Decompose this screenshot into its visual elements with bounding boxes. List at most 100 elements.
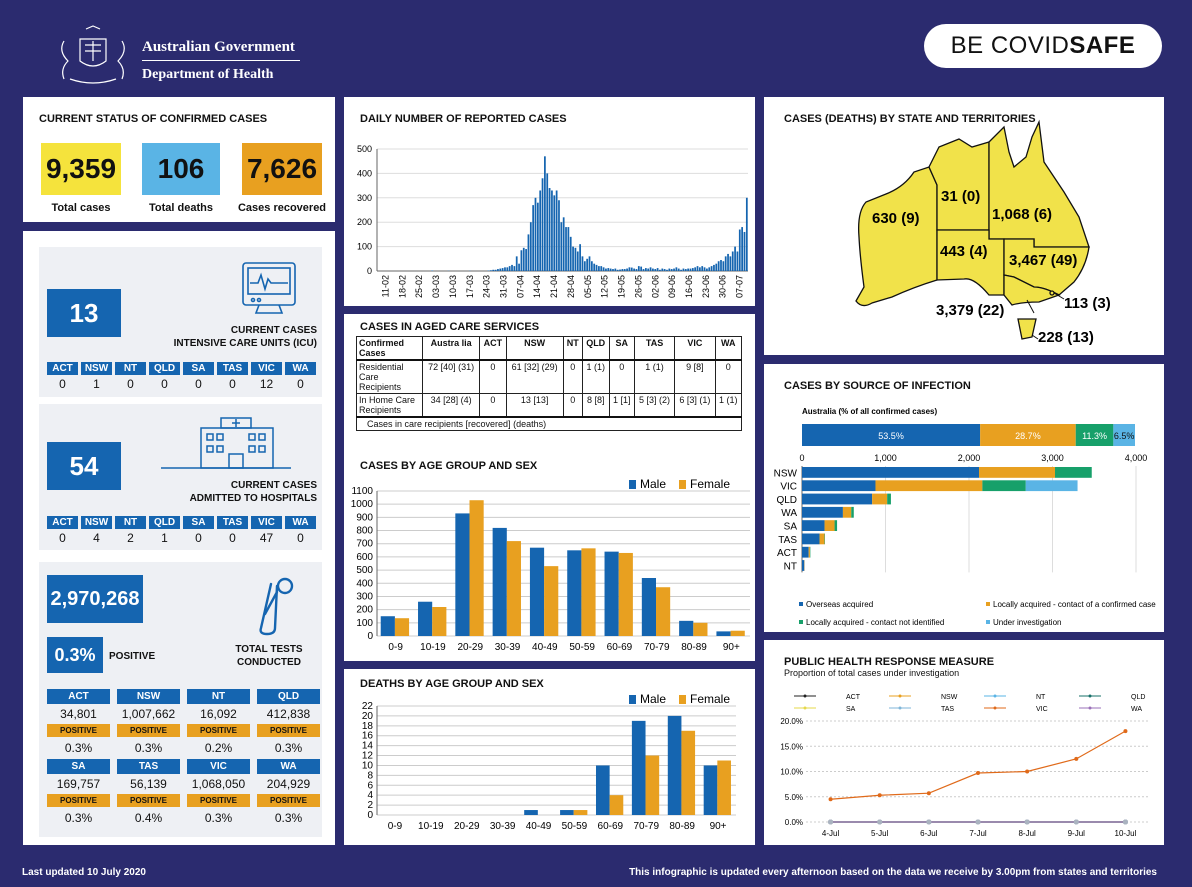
x-tick-label: 8-Jul — [1018, 829, 1036, 838]
aged-cell: 0 — [479, 393, 507, 418]
daily-bar — [670, 269, 673, 271]
state-count: 1 — [93, 377, 100, 391]
icu-value: 13 — [47, 289, 121, 337]
state-name: QLD — [149, 516, 180, 529]
daily-bar — [569, 236, 572, 271]
brand-part-b: SAFE — [1069, 32, 1136, 59]
aus-segment-label: 53.5% — [878, 431, 904, 441]
bar-female — [506, 541, 521, 636]
aged-cell: Residential Care Recipients — [356, 359, 423, 394]
daily-bar — [694, 267, 697, 271]
daily-bar — [743, 231, 746, 271]
daily-bar — [621, 269, 624, 271]
legend-marker — [993, 706, 997, 710]
daily-bar — [745, 197, 748, 271]
x-tick-label: 90+ — [723, 642, 740, 653]
daily-bar — [548, 188, 551, 271]
test-state-cell: NT 16,092 POSITIVE 0.2% — [187, 689, 250, 759]
x-tick-label: 21-04 — [549, 275, 559, 298]
test-state-rate: 0.3% — [274, 811, 303, 825]
bar-male — [595, 765, 610, 815]
bar-male — [529, 547, 545, 636]
test-state-name: SA — [47, 759, 110, 774]
daily-bar — [572, 246, 574, 271]
map-label-vic: 3,379 (22) — [936, 302, 1004, 319]
daily-bar — [560, 222, 563, 271]
state-cell: TAS 0 — [217, 516, 248, 545]
test-state-rate: 0.2% — [204, 741, 233, 755]
x-tick-label: 70-79 — [633, 821, 659, 832]
bar-male — [604, 551, 619, 636]
daily-chart: 0 100 200 300 400 500 11-02 18-02 25-02 03-03 10-0… — [357, 144, 748, 298]
aged-header-cell: TAS — [633, 336, 676, 361]
state-label: VIC — [780, 482, 797, 493]
act-region — [1049, 290, 1055, 296]
nt-region — [928, 138, 990, 231]
test-state-name: WA — [257, 759, 320, 774]
x-tick-label: 07-07 — [735, 275, 745, 298]
state-count: 0 — [297, 531, 304, 545]
daily-bar — [513, 266, 516, 271]
bar-male — [418, 601, 433, 636]
y-tick-label: 6 — [367, 780, 373, 791]
bar-male — [679, 620, 694, 636]
series-point — [1074, 756, 1079, 761]
x-tick-label: 12-05 — [600, 275, 610, 298]
legend-label: Under investigation — [993, 618, 1061, 627]
x-tick-label: 28-04 — [566, 275, 576, 298]
map-label-sa: 443 (4) — [940, 243, 988, 260]
aus-segment — [802, 424, 981, 446]
x-tick-label: 20-29 — [457, 642, 483, 653]
x-tick-label: 10-Jul — [1115, 829, 1137, 838]
bar-female — [469, 500, 484, 636]
state-name: SA — [183, 362, 214, 375]
state-cell: VIC 47 — [251, 516, 282, 545]
y-tick-label: 400 — [356, 578, 373, 589]
aged-cell: 13 [13] — [505, 393, 564, 418]
daily-bar — [640, 266, 643, 271]
legend-swatch — [986, 602, 990, 606]
bar-male — [716, 631, 731, 636]
x-tick-label: 19-05 — [617, 275, 627, 298]
state-count: 0 — [195, 531, 202, 545]
legend-label: VIC — [1036, 706, 1048, 713]
state-count: 0 — [195, 377, 202, 391]
daily-bar — [675, 267, 678, 271]
aged-cell: 34 [28] (4) — [421, 393, 481, 418]
test-state-name: NSW — [117, 689, 180, 704]
legend-marker — [898, 694, 902, 698]
y-tick-label: 5.0% — [785, 793, 803, 802]
daily-bar — [529, 222, 532, 271]
daily-bar — [637, 266, 640, 271]
test-tube-icon — [259, 577, 294, 636]
source-bar-segment — [802, 480, 876, 492]
phrm-subtitle: Proportion of total cases under investig… — [784, 668, 960, 678]
positive-tag: POSITIVE — [257, 724, 320, 737]
legend-marker — [803, 694, 807, 698]
bar-female — [645, 755, 660, 815]
state-name: WA — [285, 516, 316, 529]
aged-header-cell: Austra lia — [421, 336, 481, 361]
source-bar-segment — [808, 546, 810, 558]
icu-label-1: CURRENT CASES — [230, 325, 317, 336]
status-panel: CURRENT STATUS OF CONFIRMED CASES 9,359 … — [23, 97, 335, 222]
x-tick-label: 50-59 — [562, 821, 588, 832]
x-tick-label: 90+ — [710, 821, 727, 832]
daily-bar — [649, 267, 652, 271]
state-name: NSW — [81, 516, 112, 529]
test-state-count: 1,068,050 — [191, 777, 246, 791]
daily-bar — [553, 195, 556, 271]
x-tick-label: 0-9 — [388, 821, 403, 832]
state-name: SA — [183, 516, 214, 529]
positive-tag: POSITIVE — [187, 724, 250, 737]
x-tick-label: 30-39 — [490, 821, 516, 832]
legend-marker — [1088, 706, 1092, 710]
legend-swatch — [679, 695, 686, 704]
daily-bar — [731, 251, 734, 271]
state-count: 0 — [59, 531, 66, 545]
daily-bar — [518, 263, 520, 271]
daily-bar — [490, 270, 492, 271]
state-label: NSW — [774, 468, 798, 479]
state-label: WA — [781, 508, 797, 519]
series-line-vic — [830, 730, 1126, 800]
